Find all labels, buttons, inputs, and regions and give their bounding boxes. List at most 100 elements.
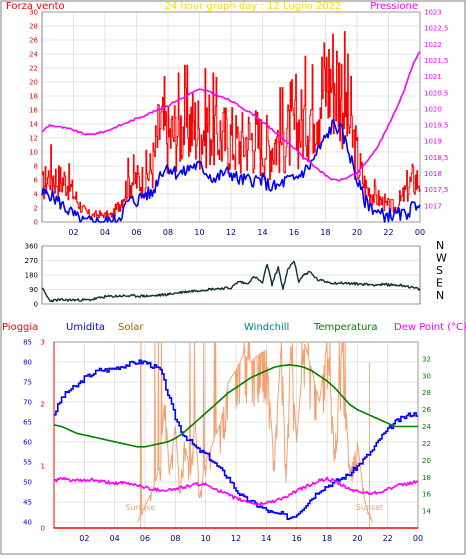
wind-x-tick: 14 xyxy=(257,228,267,237)
wind-y-tick: 12 xyxy=(29,135,38,143)
rain-label: Pioggia xyxy=(2,322,38,333)
wind-x-tick: 18 xyxy=(320,228,330,237)
temp-x-tick: 00 xyxy=(413,534,423,543)
wind-x-tick: 06 xyxy=(131,228,141,237)
wind-y-tick: 30 xyxy=(29,9,38,17)
direction-y-tick: 180 xyxy=(25,272,38,280)
temp-y-tick: 26 xyxy=(422,406,431,414)
direction-y-tick: 270 xyxy=(25,257,38,265)
wind-y-tick: 28 xyxy=(29,23,38,31)
pressure-y-tick: 1018,5 xyxy=(424,154,449,162)
pressure-y-tick: 1021 xyxy=(424,73,442,81)
pressure-y-tick: 1023 xyxy=(424,9,442,17)
dewpoint-label: Dew Point (°C) xyxy=(394,322,466,333)
wind-y-tick: 20 xyxy=(29,79,38,87)
wind-y-tick: 14 xyxy=(29,121,38,129)
rain-y-tick: 0 xyxy=(41,525,45,533)
temp-y-tick: 30 xyxy=(422,372,431,380)
solar-series xyxy=(136,341,373,523)
temp-x-tick: 10 xyxy=(201,534,211,543)
temp-y-tick: 20 xyxy=(422,457,431,465)
wind-y-tick: 16 xyxy=(29,107,38,115)
wind-x-tick: 16 xyxy=(289,228,299,237)
humidity-y-tick: 50 xyxy=(23,479,32,487)
humidity-y-tick: 80 xyxy=(23,359,32,367)
temperature-label: Temperatura xyxy=(313,322,378,333)
humidity-y-tick: 60 xyxy=(23,439,32,447)
humidity-y-tick: 70 xyxy=(23,399,32,407)
pressure-series xyxy=(41,51,421,182)
wind-x-tick: 02 xyxy=(68,228,78,237)
temp-x-tick: 12 xyxy=(231,534,241,543)
wind-x-tick: 04 xyxy=(100,228,110,237)
temp-y-tick: 24 xyxy=(422,423,431,431)
temp-y-tick: 14 xyxy=(422,508,431,516)
wind-y-tick: 4 xyxy=(34,191,39,199)
wind-y-tick: 24 xyxy=(29,51,38,59)
compass-label: S xyxy=(436,264,443,277)
temp-y-tick: 18 xyxy=(422,474,431,482)
rain-y-tick: 3 xyxy=(41,339,45,347)
wind-gust-series xyxy=(42,31,421,219)
humidity-label: Umidita xyxy=(66,322,105,333)
direction-y-tick: 360 xyxy=(25,243,38,251)
temp-x-tick: 04 xyxy=(110,534,120,543)
temp-y-tick: 22 xyxy=(422,440,431,448)
wind-y-tick: 0 xyxy=(34,219,38,227)
wind-x-tick: 20 xyxy=(352,228,362,237)
temp-x-tick: 02 xyxy=(79,534,89,543)
pressure-y-tick: 1020 xyxy=(424,105,442,113)
wind-x-tick: 12 xyxy=(226,228,236,237)
pressure-y-tick: 1017,5 xyxy=(424,186,449,194)
humidity-y-tick: 65 xyxy=(23,419,32,427)
temperature-series xyxy=(53,364,418,448)
windchill-label: Windchill xyxy=(244,322,289,333)
wind-avg-series xyxy=(41,118,421,223)
wind-x-tick: 08 xyxy=(163,228,173,237)
direction-y-tick: 90 xyxy=(29,286,38,294)
temp-x-tick: 22 xyxy=(383,534,393,543)
sun-event-label: Sunset xyxy=(356,503,383,512)
temp-y-tick: 32 xyxy=(422,355,431,363)
temp-y-tick: 28 xyxy=(422,389,431,397)
humidity-y-tick: 85 xyxy=(23,339,32,347)
solar-label: Solar xyxy=(118,322,144,333)
pressure-y-tick: 1022 xyxy=(424,41,442,49)
direction-y-tick: 0 xyxy=(34,301,38,309)
temp-x-tick: 20 xyxy=(352,534,362,543)
temp-x-tick: 18 xyxy=(322,534,332,543)
wind-y-tick: 6 xyxy=(34,177,39,185)
dewpoint-series xyxy=(53,476,419,506)
compass-label: N xyxy=(436,289,444,302)
wind-x-tick: 10 xyxy=(194,228,204,237)
wind-y-tick: 10 xyxy=(29,149,38,157)
wind-force-label: Forza vento xyxy=(6,1,65,12)
wind-y-tick: 18 xyxy=(29,93,38,101)
pressure-y-tick: 1019 xyxy=(424,138,442,146)
humidity-y-tick: 40 xyxy=(23,519,32,527)
wind-y-tick: 2 xyxy=(34,205,38,213)
pressure-y-tick: 1019,5 xyxy=(424,122,449,130)
pressure-y-tick: 1022,5 xyxy=(424,25,449,33)
temp-x-tick: 08 xyxy=(170,534,180,543)
pressure-label: Pressione xyxy=(370,1,418,12)
compass-label: W xyxy=(436,252,447,265)
temp-x-tick: 16 xyxy=(292,534,302,543)
wind-y-tick: 22 xyxy=(29,65,38,73)
humidity-y-tick: 75 xyxy=(23,379,32,387)
compass-label: N xyxy=(436,239,444,252)
pressure-y-tick: 1017 xyxy=(424,202,442,210)
pressure-y-tick: 1020,5 xyxy=(424,89,449,97)
temp-x-tick: 14 xyxy=(261,534,271,543)
compass-label: E xyxy=(436,277,443,290)
humidity-series xyxy=(54,359,418,520)
rain-y-tick: 1 xyxy=(41,463,45,471)
wind-x-tick: 22 xyxy=(383,228,393,237)
pressure-y-tick: 1018 xyxy=(424,170,442,178)
direction-series xyxy=(41,260,421,303)
wind-y-tick: 26 xyxy=(29,37,38,45)
humidity-y-tick: 55 xyxy=(23,459,32,467)
